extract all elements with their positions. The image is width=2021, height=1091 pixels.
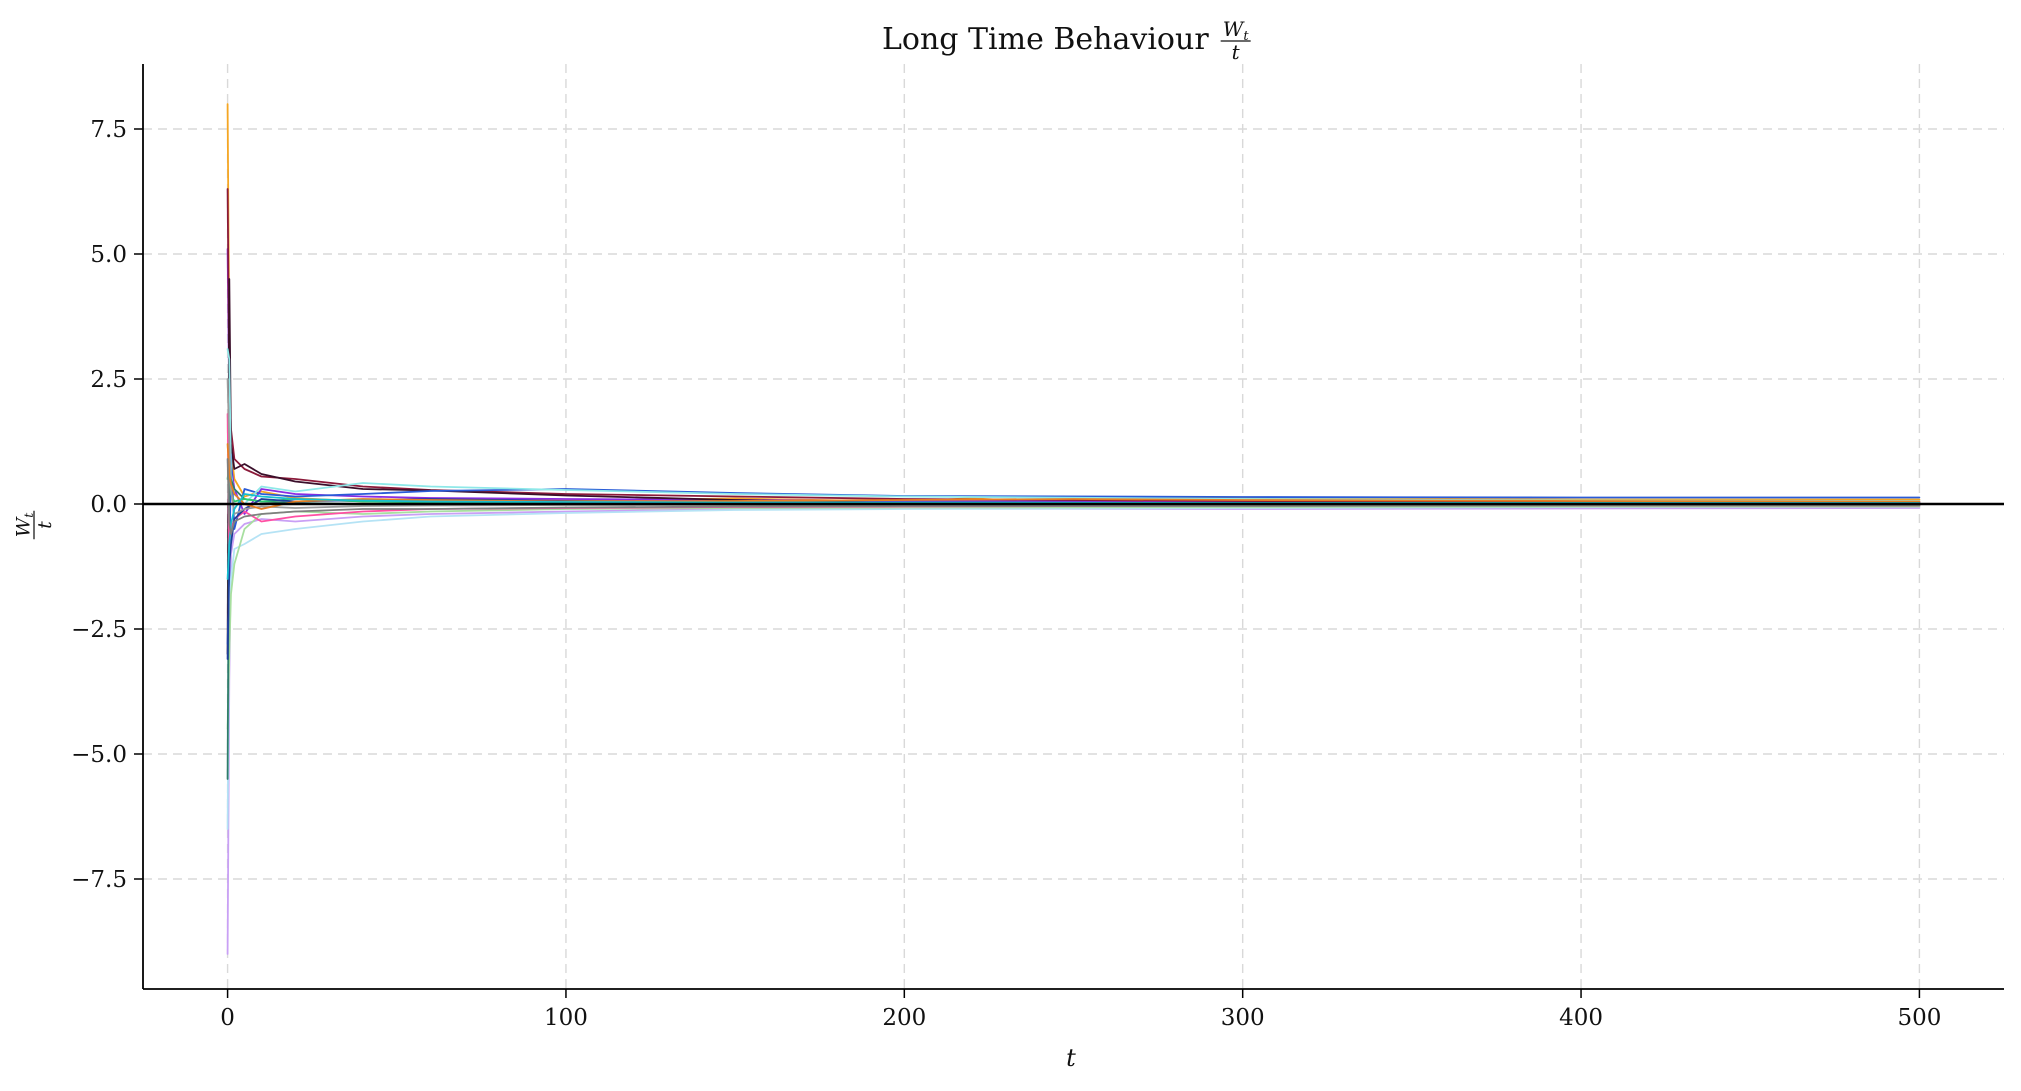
x-tick-label-0: 0 (220, 1005, 235, 1031)
y-axis-label-fraction: Wtt (12, 510, 56, 540)
axes (142, 64, 2004, 990)
x-tick-label-2: 200 (882, 1005, 926, 1031)
y-tick-label-3: 0.0 (90, 492, 127, 518)
series-line-1 (226, 103, 1921, 503)
y-tick-label-5: −5.0 (71, 742, 127, 768)
y-axis-label-fraction-denominator: t (34, 521, 56, 529)
chart-title-text: Long Time Behaviour (882, 22, 1209, 57)
series-line-2 (226, 507, 1921, 955)
y-axis-ticks: 7.5 5.0 2.5 0.0 −2.5 −5.0 −7.5 (71, 117, 143, 893)
series-line-6 (226, 453, 1921, 645)
series-line-3 (226, 248, 1921, 515)
x-tick-label-1: 100 (544, 1005, 588, 1031)
series-line-7 (226, 505, 1921, 830)
y-axis-label-fraction-numerator: Wt (12, 513, 36, 538)
x-tick-label-4: 400 (1559, 1005, 1603, 1031)
series-line-15 (226, 443, 1921, 510)
x-axis-label: t (1066, 1044, 1076, 1072)
title-fraction: Wtt (1220, 17, 1251, 64)
grid-lines (143, 64, 2004, 989)
y-tick-label-6: −7.5 (71, 867, 127, 893)
y-tick-label-4: −2.5 (71, 617, 127, 643)
x-tick-label-5: 500 (1897, 1005, 1941, 1031)
series-line-4 (226, 188, 1921, 504)
series-line-11 (226, 413, 1921, 555)
y-tick-label-2: 2.5 (90, 367, 127, 393)
x-tick-label-3: 300 (1221, 1005, 1265, 1031)
chart-title-fraction: Wtt (1220, 17, 1251, 64)
chart-title: Long Time Behaviour (882, 22, 1209, 57)
series-line-17 (226, 458, 1921, 535)
series-lines (226, 103, 1921, 955)
x-axis-ticks: 0 100 200 300 400 500 (220, 989, 1941, 1031)
y-tick-label-0: 7.5 (90, 117, 127, 143)
series-line-8 (226, 348, 1921, 505)
y-axis-label: Wtt (12, 510, 56, 540)
series-line-14 (226, 378, 1921, 515)
series-line-9 (226, 505, 1921, 730)
series-line-5 (226, 278, 1921, 655)
title-fraction-denominator: t (1232, 40, 1241, 64)
y-tick-label-1: 5.0 (90, 242, 127, 268)
series-line-13 (226, 498, 1921, 660)
